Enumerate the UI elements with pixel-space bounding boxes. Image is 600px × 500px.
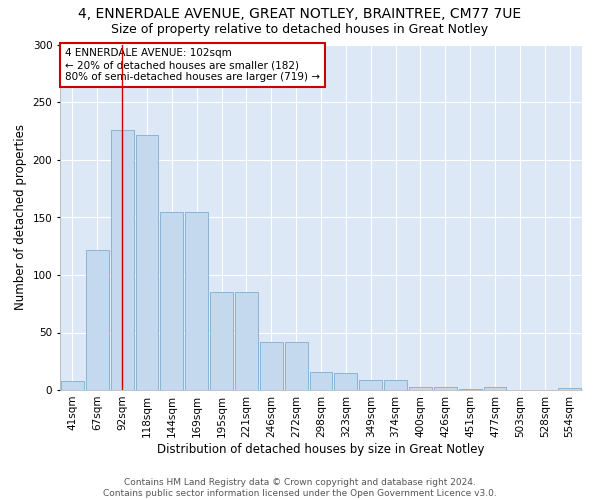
Bar bbox=[409, 386, 432, 390]
Bar bbox=[260, 342, 283, 390]
Bar bbox=[384, 380, 407, 390]
Bar bbox=[285, 342, 308, 390]
Bar bbox=[235, 292, 258, 390]
Bar bbox=[334, 373, 357, 390]
Bar bbox=[459, 389, 482, 390]
Text: 4, ENNERDALE AVENUE, GREAT NOTLEY, BRAINTREE, CM77 7UE: 4, ENNERDALE AVENUE, GREAT NOTLEY, BRAIN… bbox=[79, 8, 521, 22]
Bar bbox=[111, 130, 134, 390]
X-axis label: Distribution of detached houses by size in Great Notley: Distribution of detached houses by size … bbox=[157, 442, 485, 456]
Text: Size of property relative to detached houses in Great Notley: Size of property relative to detached ho… bbox=[112, 22, 488, 36]
Bar bbox=[136, 134, 158, 390]
Bar bbox=[484, 386, 506, 390]
Bar bbox=[310, 372, 332, 390]
Bar bbox=[160, 212, 183, 390]
Bar bbox=[210, 292, 233, 390]
Bar bbox=[558, 388, 581, 390]
Text: 4 ENNERDALE AVENUE: 102sqm
← 20% of detached houses are smaller (182)
80% of sem: 4 ENNERDALE AVENUE: 102sqm ← 20% of deta… bbox=[65, 48, 320, 82]
Y-axis label: Number of detached properties: Number of detached properties bbox=[14, 124, 27, 310]
Bar bbox=[359, 380, 382, 390]
Bar bbox=[86, 250, 109, 390]
Bar bbox=[434, 386, 457, 390]
Bar bbox=[185, 212, 208, 390]
Bar bbox=[61, 381, 84, 390]
Text: Contains HM Land Registry data © Crown copyright and database right 2024.
Contai: Contains HM Land Registry data © Crown c… bbox=[103, 478, 497, 498]
